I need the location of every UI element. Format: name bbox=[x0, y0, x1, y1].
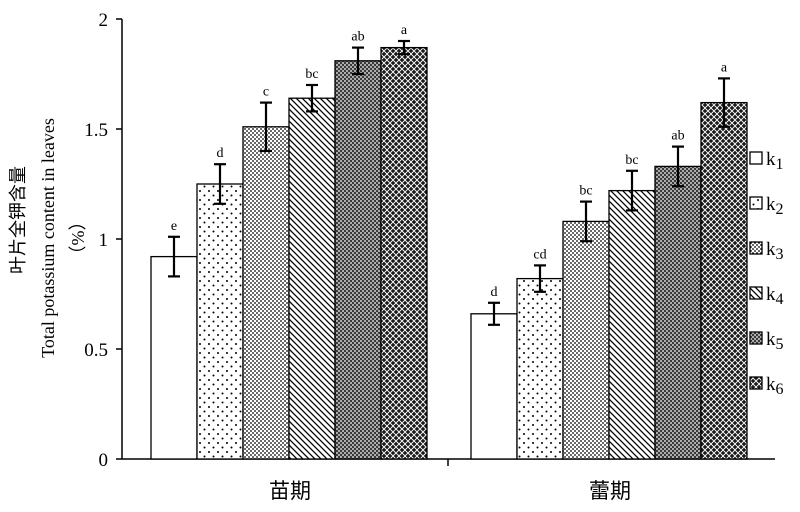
legend-label-k1: k1 bbox=[766, 149, 784, 173]
significance-label: bc bbox=[625, 153, 638, 168]
plot-area: e d c bc ab a d cd bc bc ab a bbox=[116, 18, 775, 466]
legend-swatch-k6 bbox=[749, 376, 763, 390]
y-tick-label: 1 bbox=[99, 230, 109, 251]
bar-k1 bbox=[470, 313, 518, 460]
legend-label-k5: k5 bbox=[766, 329, 784, 353]
y-tick-label: 0 bbox=[99, 450, 109, 471]
bar-k6 bbox=[380, 46, 428, 460]
bar-k1 bbox=[150, 255, 198, 460]
legend-swatch-k5 bbox=[749, 331, 763, 345]
significance-label: ab bbox=[671, 129, 684, 144]
bar-k3 bbox=[562, 220, 610, 460]
bar-k5 bbox=[334, 60, 382, 460]
y-axis-title-cn: 叶片全钾含量 bbox=[8, 166, 28, 274]
significance-label: ab bbox=[351, 30, 364, 45]
bar-k2 bbox=[516, 277, 564, 460]
significance-label: bc bbox=[579, 184, 592, 199]
bar-k5 bbox=[654, 165, 702, 460]
y-tick-label: 0.5 bbox=[84, 340, 108, 361]
y-axis-title-en: Total potassium content in leaves bbox=[38, 118, 58, 358]
bar-k3 bbox=[242, 126, 290, 460]
y-tick-label: 2 bbox=[99, 10, 109, 31]
significance-label: a bbox=[401, 23, 408, 38]
significance-label: cd bbox=[533, 247, 546, 262]
significance-label: a bbox=[721, 60, 728, 75]
legend-swatch-k3 bbox=[749, 241, 763, 255]
legend: k1 k2 k3 k4 k5 k6 bbox=[749, 149, 784, 398]
category-label-seedling: 苗期 bbox=[269, 479, 311, 503]
significance-label: d bbox=[217, 146, 224, 161]
bar-k4 bbox=[608, 189, 656, 460]
legend-label-k2: k2 bbox=[766, 194, 784, 218]
legend-swatch-k1 bbox=[749, 151, 763, 165]
significance-label: c bbox=[263, 85, 269, 100]
y-axis-title-unit: （%） bbox=[68, 213, 88, 264]
legend-label-k4: k4 bbox=[766, 284, 784, 308]
legend-label-k3: k3 bbox=[766, 239, 784, 263]
significance-label: d bbox=[491, 285, 498, 300]
category-label-bud: 蕾期 bbox=[589, 479, 631, 503]
significance-label: e bbox=[171, 219, 177, 234]
legend-label-k6: k6 bbox=[766, 374, 784, 398]
legend-swatch-k4 bbox=[749, 286, 763, 300]
legend-swatch-k2 bbox=[749, 196, 763, 210]
y-tick-label: 1.5 bbox=[84, 120, 108, 141]
significance-label: bc bbox=[305, 67, 318, 82]
bar-k4 bbox=[288, 97, 336, 460]
bar-k6 bbox=[700, 101, 748, 460]
bar-k2 bbox=[196, 183, 244, 460]
